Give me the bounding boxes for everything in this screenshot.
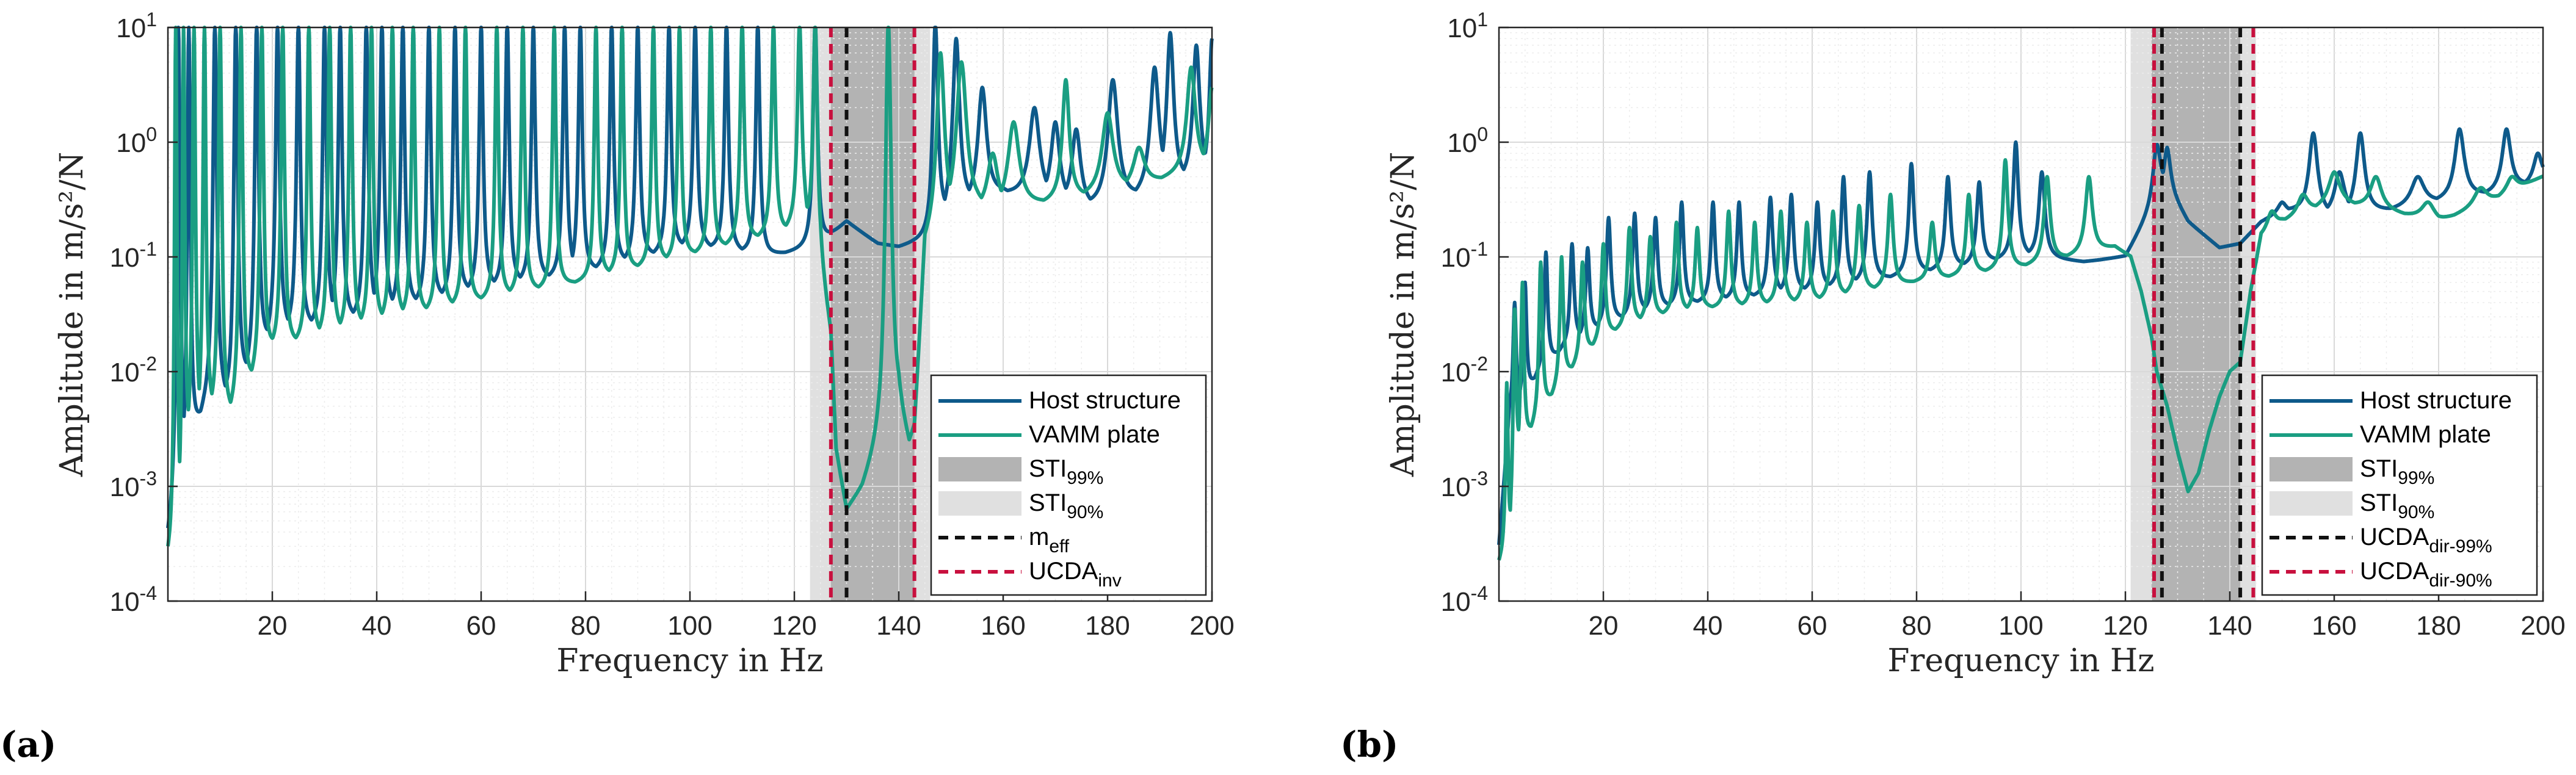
x-tick-label: 160 xyxy=(981,611,1025,641)
x-tick-label: 180 xyxy=(2416,611,2461,641)
panel-label: (a) xyxy=(0,724,56,765)
legend-label-Host structure: Host structure xyxy=(2360,387,2512,414)
series-line-vamm-plate xyxy=(1497,158,2545,561)
legend-label-STI_90%: STI90% xyxy=(2360,489,2434,522)
x-tick-label: 140 xyxy=(2207,611,2252,641)
x-tick-label: 40 xyxy=(362,611,392,641)
y-tick-label: 101 xyxy=(116,9,157,43)
x-tick-label: 200 xyxy=(1189,611,1234,641)
legend-swatch-STI_99% xyxy=(938,457,1021,481)
x-axis-label: Frequency in Hz xyxy=(556,643,823,679)
legend-box xyxy=(930,374,1207,596)
legend: Host structure VAMM plate STI99%STI90%meff… xyxy=(930,374,1207,596)
series-line-vamm-plate xyxy=(166,26,1214,547)
x-tick-label: 120 xyxy=(2103,611,2147,641)
legend-label-UCDA_inv: UCDAinv xyxy=(1029,558,1122,591)
y-tick-label: 10-2 xyxy=(110,353,157,388)
y-tick-label: 10-4 xyxy=(110,582,157,617)
x-tick-label: 160 xyxy=(2312,611,2356,641)
legend-label-STI_99%: STI99% xyxy=(2360,455,2434,488)
band-STI_99% xyxy=(2151,27,2241,601)
legend-swatch-STI_99% xyxy=(2269,457,2353,481)
x-tick-label: 20 xyxy=(258,611,288,641)
x-tick-label: 80 xyxy=(571,611,601,641)
legend-label-Host structure: Host structure xyxy=(1029,387,1181,414)
y-tick-label: 10-3 xyxy=(1441,467,1488,502)
legend-swatch-STI_90% xyxy=(2269,491,2353,516)
legend-label-VAMM plate: VAMM plate xyxy=(1029,421,1160,448)
legend-label-VAMM plate: VAMM plate xyxy=(2360,421,2491,448)
x-tick-label: 60 xyxy=(466,611,496,641)
x-tick-label: 140 xyxy=(876,611,921,641)
x-tick-label: 60 xyxy=(1798,611,1827,641)
y-tick-label: 10-1 xyxy=(110,238,157,273)
x-tick-label: 40 xyxy=(1693,611,1723,641)
y-tick-label: 101 xyxy=(1447,9,1488,43)
x-tick-label: 180 xyxy=(1085,611,1130,641)
x-tick-label: 100 xyxy=(1998,611,2043,641)
legend-label-UCDA_dir-90%: UCDAdir-90% xyxy=(2360,558,2492,591)
panel-a: 20 40 60 80 100 120 140 160 180 200 10-4 10-3 10-2 10… xyxy=(0,9,1235,765)
y-tick-label: 10-2 xyxy=(1441,353,1488,388)
legend-swatch-STI_90% xyxy=(938,491,1021,516)
panel-b: 20 40 60 80 100 120 140 160 180 200 10-4 10-3 10-2 10… xyxy=(1340,9,2566,765)
x-axis-label: Frequency in Hz xyxy=(1887,643,2154,679)
legend-label-STI_90%: STI90% xyxy=(1029,489,1103,522)
y-axis-label: Amplitude in m/s²/N xyxy=(1385,152,1421,477)
panel-label: (b) xyxy=(1340,724,1398,765)
x-tick-label: 120 xyxy=(772,611,816,641)
series-line-host-structure xyxy=(166,26,1214,528)
y-tick-label: 100 xyxy=(1447,123,1488,158)
x-tick-label: 200 xyxy=(2520,611,2565,641)
legend-label-STI_99%: STI99% xyxy=(1029,455,1103,488)
x-tick-label: 80 xyxy=(1902,611,1932,641)
legend-label-m_eff: meff xyxy=(1029,524,1070,557)
y-axis-label: Amplitude in m/s²/N xyxy=(54,152,90,477)
x-tick-label: 20 xyxy=(1589,611,1619,641)
y-tick-label: 10-3 xyxy=(110,467,157,502)
legend-box xyxy=(2261,374,2538,596)
y-tick-label: 100 xyxy=(116,123,157,158)
legend-label-UCDA_dir-99%: UCDAdir-99% xyxy=(2360,524,2492,557)
y-tick-label: 10-4 xyxy=(1441,582,1488,617)
y-tick-label: 10-1 xyxy=(1441,238,1488,273)
x-tick-label: 100 xyxy=(667,611,712,641)
